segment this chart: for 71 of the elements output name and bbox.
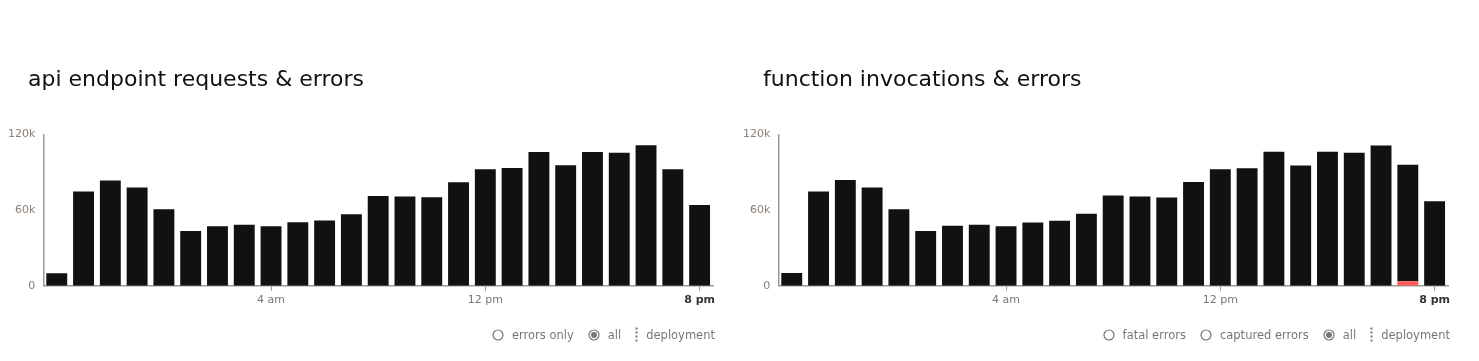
- bar: [501, 167, 523, 286]
- y-tick-label: 60k: [14, 203, 36, 217]
- bar: [233, 224, 255, 286]
- x-tick-label: 12 pm: [1202, 293, 1238, 307]
- bar: [689, 204, 711, 286]
- text: errors only: [511, 328, 574, 342]
- bar: [180, 231, 202, 286]
- bar: [1183, 181, 1204, 286]
- bar: [46, 273, 68, 286]
- bar: [421, 197, 443, 286]
- chart-title: function invocations & errors: [763, 66, 1082, 91]
- bar: [942, 225, 963, 286]
- bar: [608, 152, 630, 286]
- chart-title: api endpoint requests & errors: [28, 66, 365, 91]
- text: deployment: [1381, 328, 1450, 342]
- bar: [808, 191, 829, 286]
- bar: [1129, 196, 1151, 286]
- y-tick-label: 0: [28, 278, 36, 292]
- text: all: [607, 328, 622, 342]
- bar: [915, 231, 937, 286]
- bar: [1370, 145, 1392, 286]
- bar: [1236, 168, 1258, 286]
- y-tick-label: 60k: [749, 203, 771, 217]
- bar: [635, 145, 657, 286]
- bar: [1209, 169, 1231, 286]
- bar: [287, 222, 309, 286]
- bar: [340, 214, 362, 286]
- bar: [888, 209, 910, 286]
- bar: [555, 165, 577, 286]
- y-tick-label: 0: [763, 278, 771, 292]
- text: fatal errors: [1122, 328, 1186, 342]
- bar: [1424, 201, 1446, 286]
- bar: [1102, 195, 1124, 286]
- x-tick-label: 8 pm: [1419, 293, 1451, 307]
- bar: [1075, 213, 1097, 286]
- text: captured errors: [1219, 328, 1309, 342]
- bar: [260, 226, 282, 286]
- text: all: [1342, 328, 1357, 342]
- bar: [448, 182, 469, 286]
- bar: [1022, 222, 1044, 286]
- x-tick-label: 8 pm: [684, 293, 716, 307]
- bar: [1317, 151, 1338, 286]
- text: deployment: [646, 328, 715, 342]
- x-tick-label: 4 am: [992, 293, 1021, 307]
- bar: [1397, 164, 1419, 282]
- bar: [153, 209, 175, 286]
- bar: [1343, 152, 1365, 286]
- x-tick-label: 12 pm: [467, 293, 503, 307]
- bar: [968, 224, 990, 286]
- bar: [781, 273, 803, 286]
- bar: [474, 169, 496, 286]
- y-tick-label: 120k: [7, 127, 36, 141]
- bar: [528, 151, 550, 286]
- bar: [995, 226, 1017, 286]
- bar: [861, 187, 883, 286]
- y-tick-label: 120k: [742, 127, 771, 141]
- bar: [834, 180, 856, 286]
- bar: [99, 180, 121, 286]
- bar: [1263, 151, 1285, 286]
- bar: [1290, 165, 1312, 286]
- bar: [662, 169, 684, 286]
- bar: [394, 196, 416, 286]
- bar: [207, 226, 228, 286]
- bar: [126, 187, 148, 286]
- bar: [1049, 220, 1071, 286]
- bar: [1156, 197, 1178, 286]
- bar: [367, 195, 389, 286]
- x-tick-label: 4 am: [257, 293, 286, 307]
- bar: [73, 191, 94, 286]
- bar: [582, 151, 603, 286]
- bar: [314, 220, 336, 286]
